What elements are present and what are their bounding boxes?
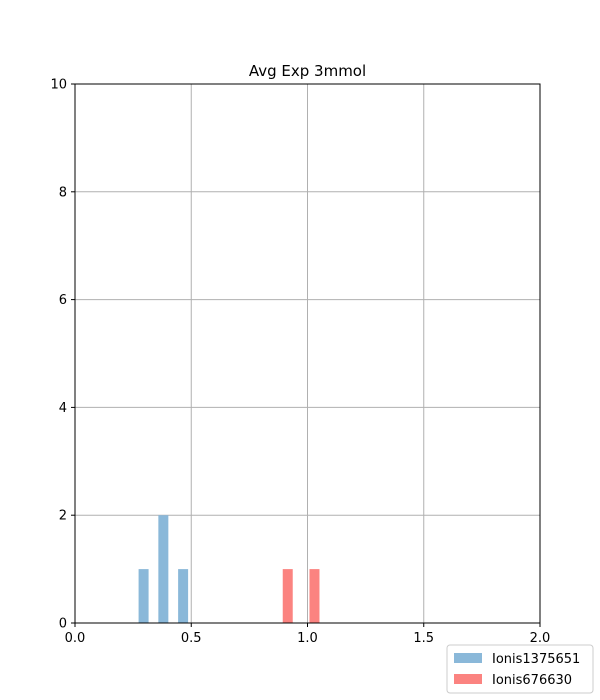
x-tick-label: 0.0: [65, 631, 86, 646]
x-axis: 0.0 0.5 1.0 1.5 2.0: [65, 623, 551, 646]
bar-series-1: [138, 569, 149, 623]
y-axis: 0 2 4 6 8 10: [50, 78, 75, 632]
y-tick-label: 4: [59, 401, 67, 416]
y-tick-label: 8: [59, 185, 67, 200]
legend-swatch: [454, 653, 482, 663]
legend-swatch: [454, 674, 482, 684]
legend-label: Ionis1375651: [492, 652, 580, 667]
bar-series-2: [309, 569, 320, 623]
bar-series-2: [282, 569, 293, 623]
bar-series-1: [158, 515, 169, 623]
y-tick-label: 0: [59, 617, 67, 632]
bar-series-1: [178, 569, 189, 623]
legend-box: [446, 644, 594, 694]
y-tick-label: 10: [50, 78, 67, 93]
chart-title: Avg Exp 3mmol: [249, 62, 366, 80]
legend-label: Ionis676630: [492, 673, 572, 688]
bars: [138, 515, 320, 623]
x-tick-label: 0.5: [181, 631, 202, 646]
x-tick-label: 2.0: [530, 631, 551, 646]
x-tick-label: 1.5: [413, 631, 434, 646]
x-tick-label: 1.0: [297, 631, 318, 646]
y-tick-label: 6: [59, 293, 67, 308]
y-tick-label: 2: [59, 509, 67, 524]
legend: Ionis1375651 Ionis676630: [446, 644, 594, 694]
